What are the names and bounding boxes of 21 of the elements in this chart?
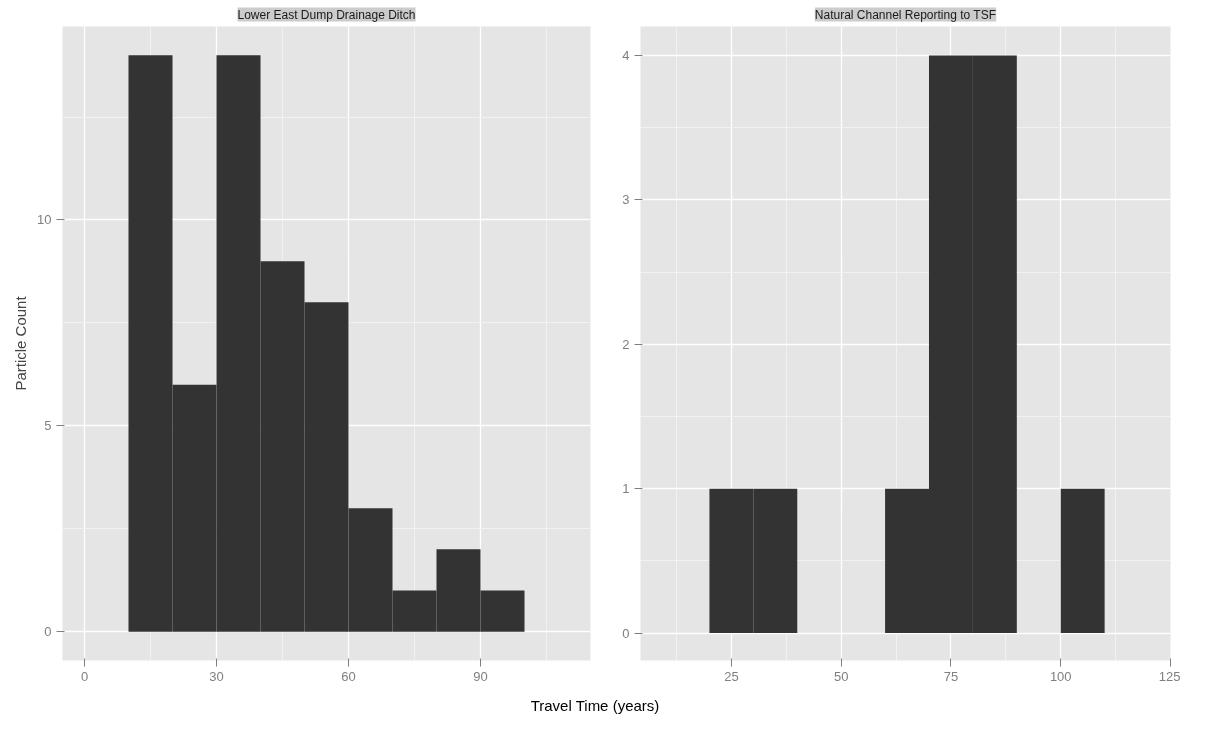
chart-title: Natural Channel Reporting to TSF: [814, 7, 997, 22]
x-tick-label: 0: [80, 668, 89, 684]
y-tick-label: 4: [622, 47, 630, 63]
x-tick-label: 75: [943, 668, 959, 684]
y-tick-label: 1: [622, 481, 630, 497]
x-tick-label: 90: [473, 668, 488, 684]
x-tick-label: 100: [1049, 668, 1072, 684]
y-tick-label: 3: [622, 192, 630, 208]
y-tick-label: 5: [44, 418, 52, 434]
y-tick-label: 0: [622, 625, 630, 641]
x-axis-title: Travel Time (years): [530, 696, 660, 716]
x-tick-label: 125: [1158, 668, 1181, 684]
x-tick-label: 25: [724, 668, 739, 684]
y-tick-label: 0: [44, 624, 52, 640]
chart-title: Lower East Dump Drainage Ditch: [237, 7, 416, 22]
x-tick-label: 60: [341, 668, 356, 684]
x-tick-label: 30: [209, 668, 224, 684]
x-tick-label: 50: [833, 668, 849, 684]
y-tick-label: 2: [622, 336, 630, 352]
y-axis-title: Particle Count: [12, 295, 30, 391]
y-tick-label: 10: [37, 212, 52, 228]
